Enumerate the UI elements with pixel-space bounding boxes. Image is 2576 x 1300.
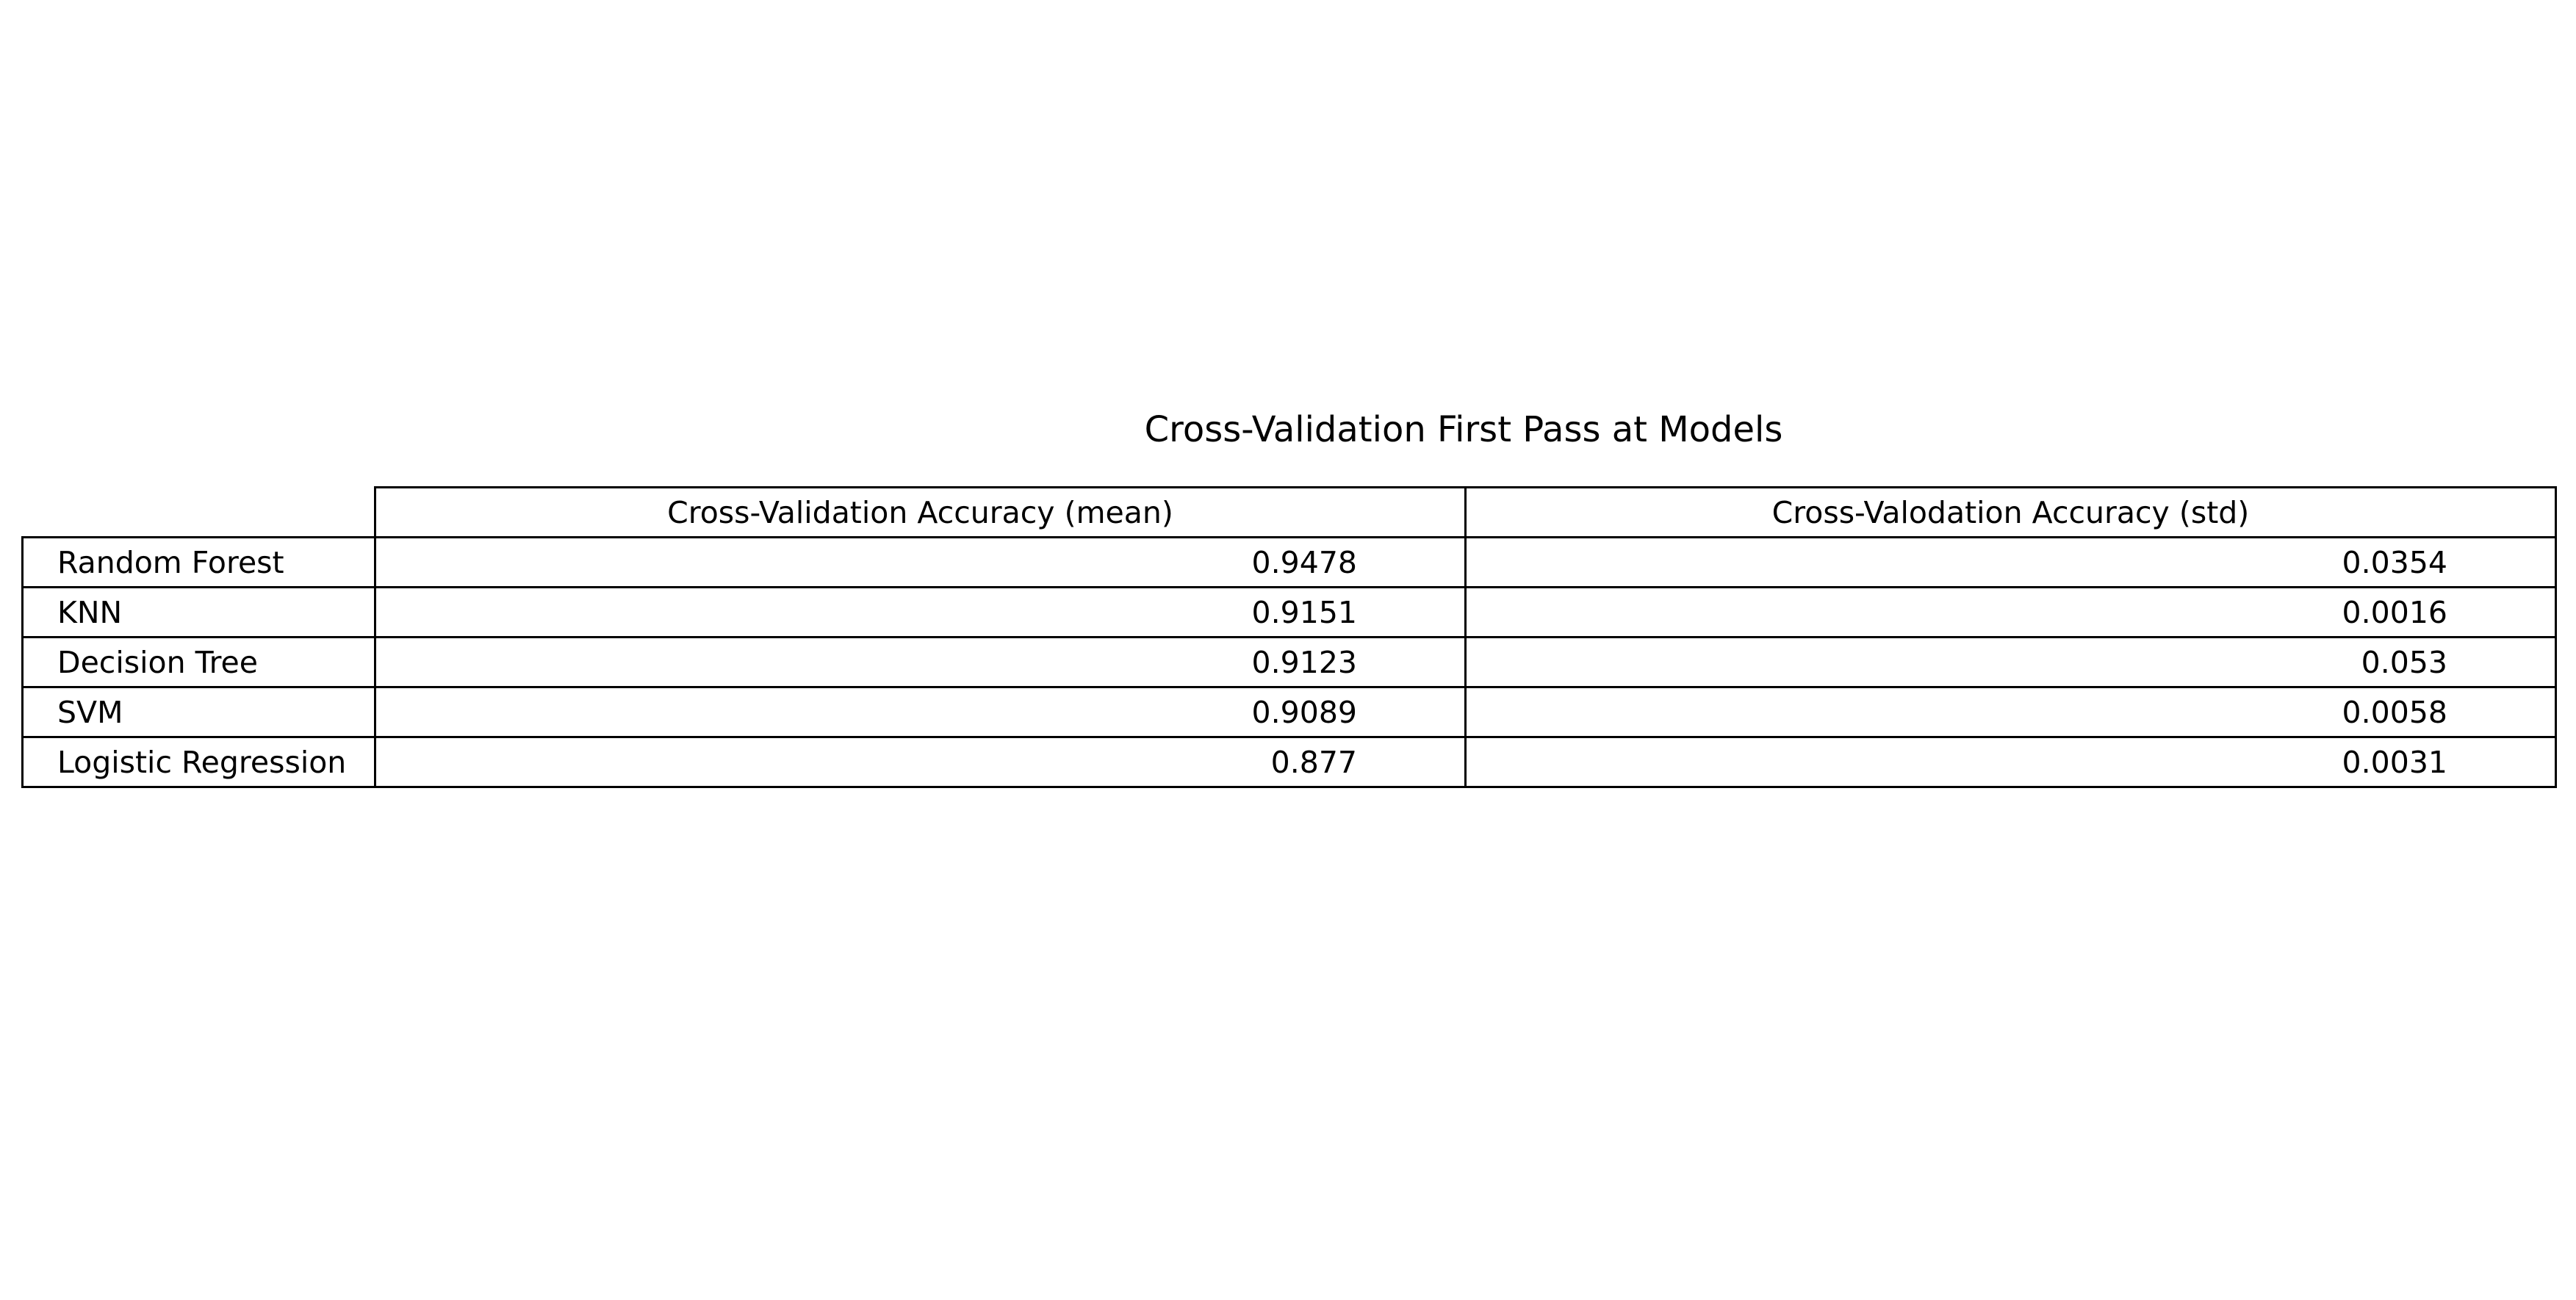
- column-header-mean: Cross-Validation Accuracy (mean): [374, 486, 1467, 538]
- row-label: SVM: [21, 686, 376, 738]
- row-label: Logistic Regression: [21, 736, 376, 788]
- row-label: Decision Tree: [21, 636, 376, 688]
- std-accuracy-cell: 0.053: [1464, 636, 2557, 688]
- table-row: Decision Tree 0.9123 0.053: [21, 636, 2557, 688]
- row-label: Random Forest: [21, 536, 376, 588]
- mean-accuracy-cell: 0.9151: [374, 586, 1467, 638]
- std-accuracy-cell: 0.0058: [1464, 686, 2557, 738]
- mean-accuracy-cell: 0.9123: [374, 636, 1467, 688]
- results-table: Cross-Validation Accuracy (mean) Cross-V…: [21, 486, 2557, 788]
- std-accuracy-cell: 0.0016: [1464, 586, 2557, 638]
- mean-accuracy-cell: 0.9089: [374, 686, 1467, 738]
- column-header-std: Cross-Valodation Accuracy (std): [1464, 486, 2557, 538]
- table-row: Random Forest 0.9478 0.0354: [21, 536, 2557, 588]
- std-accuracy-cell: 0.0031: [1464, 736, 2557, 788]
- chart-title: Cross-Validation First Pass at Models: [1144, 409, 1783, 450]
- table-row: Logistic Regression 0.877 0.0031: [21, 736, 2557, 788]
- corner-cell: [22, 487, 376, 538]
- mean-accuracy-cell: 0.877: [374, 736, 1467, 788]
- std-accuracy-cell: 0.0354: [1464, 536, 2557, 588]
- mean-accuracy-cell: 0.9478: [374, 536, 1467, 588]
- row-label: KNN: [21, 586, 376, 638]
- header-row: Cross-Validation Accuracy (mean) Cross-V…: [22, 486, 2557, 538]
- table-row: SVM 0.9089 0.0058: [21, 686, 2557, 738]
- table-row: KNN 0.9151 0.0016: [21, 586, 2557, 638]
